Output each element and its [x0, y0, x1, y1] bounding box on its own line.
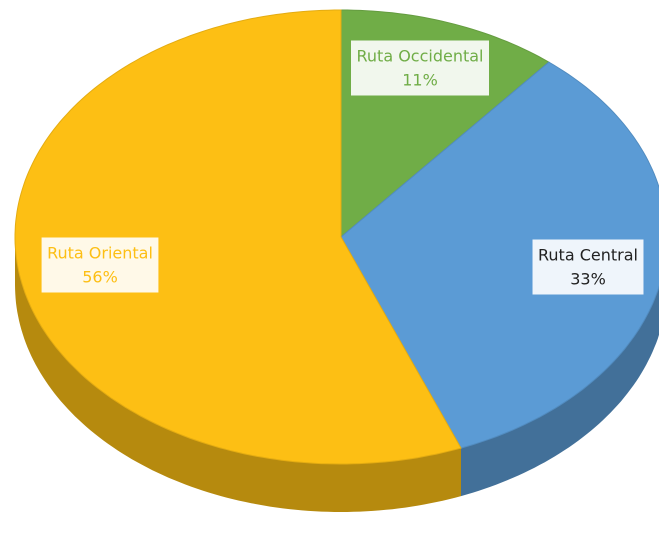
- pie-side: [461, 286, 659, 497]
- label-name: Ruta Oriental: [47, 244, 153, 263]
- data-label: Ruta Central 33%: [531, 238, 645, 296]
- label-box: [350, 39, 490, 97]
- pie-slice: [340, 61, 659, 449]
- data-label: Ruta Oriental 56%: [40, 236, 160, 294]
- label-value: 11%: [402, 71, 438, 90]
- pie-slice: [14, 9, 462, 465]
- pie-side: [15, 237, 461, 512]
- label-name: Ruta Occidental: [357, 47, 484, 66]
- label-value: 56%: [82, 268, 118, 287]
- label-box: [531, 238, 645, 296]
- data-label: Ruta Occidental 11%: [350, 39, 490, 97]
- label-value: 33%: [570, 270, 606, 289]
- label-box: [40, 236, 160, 294]
- label-name: Ruta Central: [538, 246, 638, 265]
